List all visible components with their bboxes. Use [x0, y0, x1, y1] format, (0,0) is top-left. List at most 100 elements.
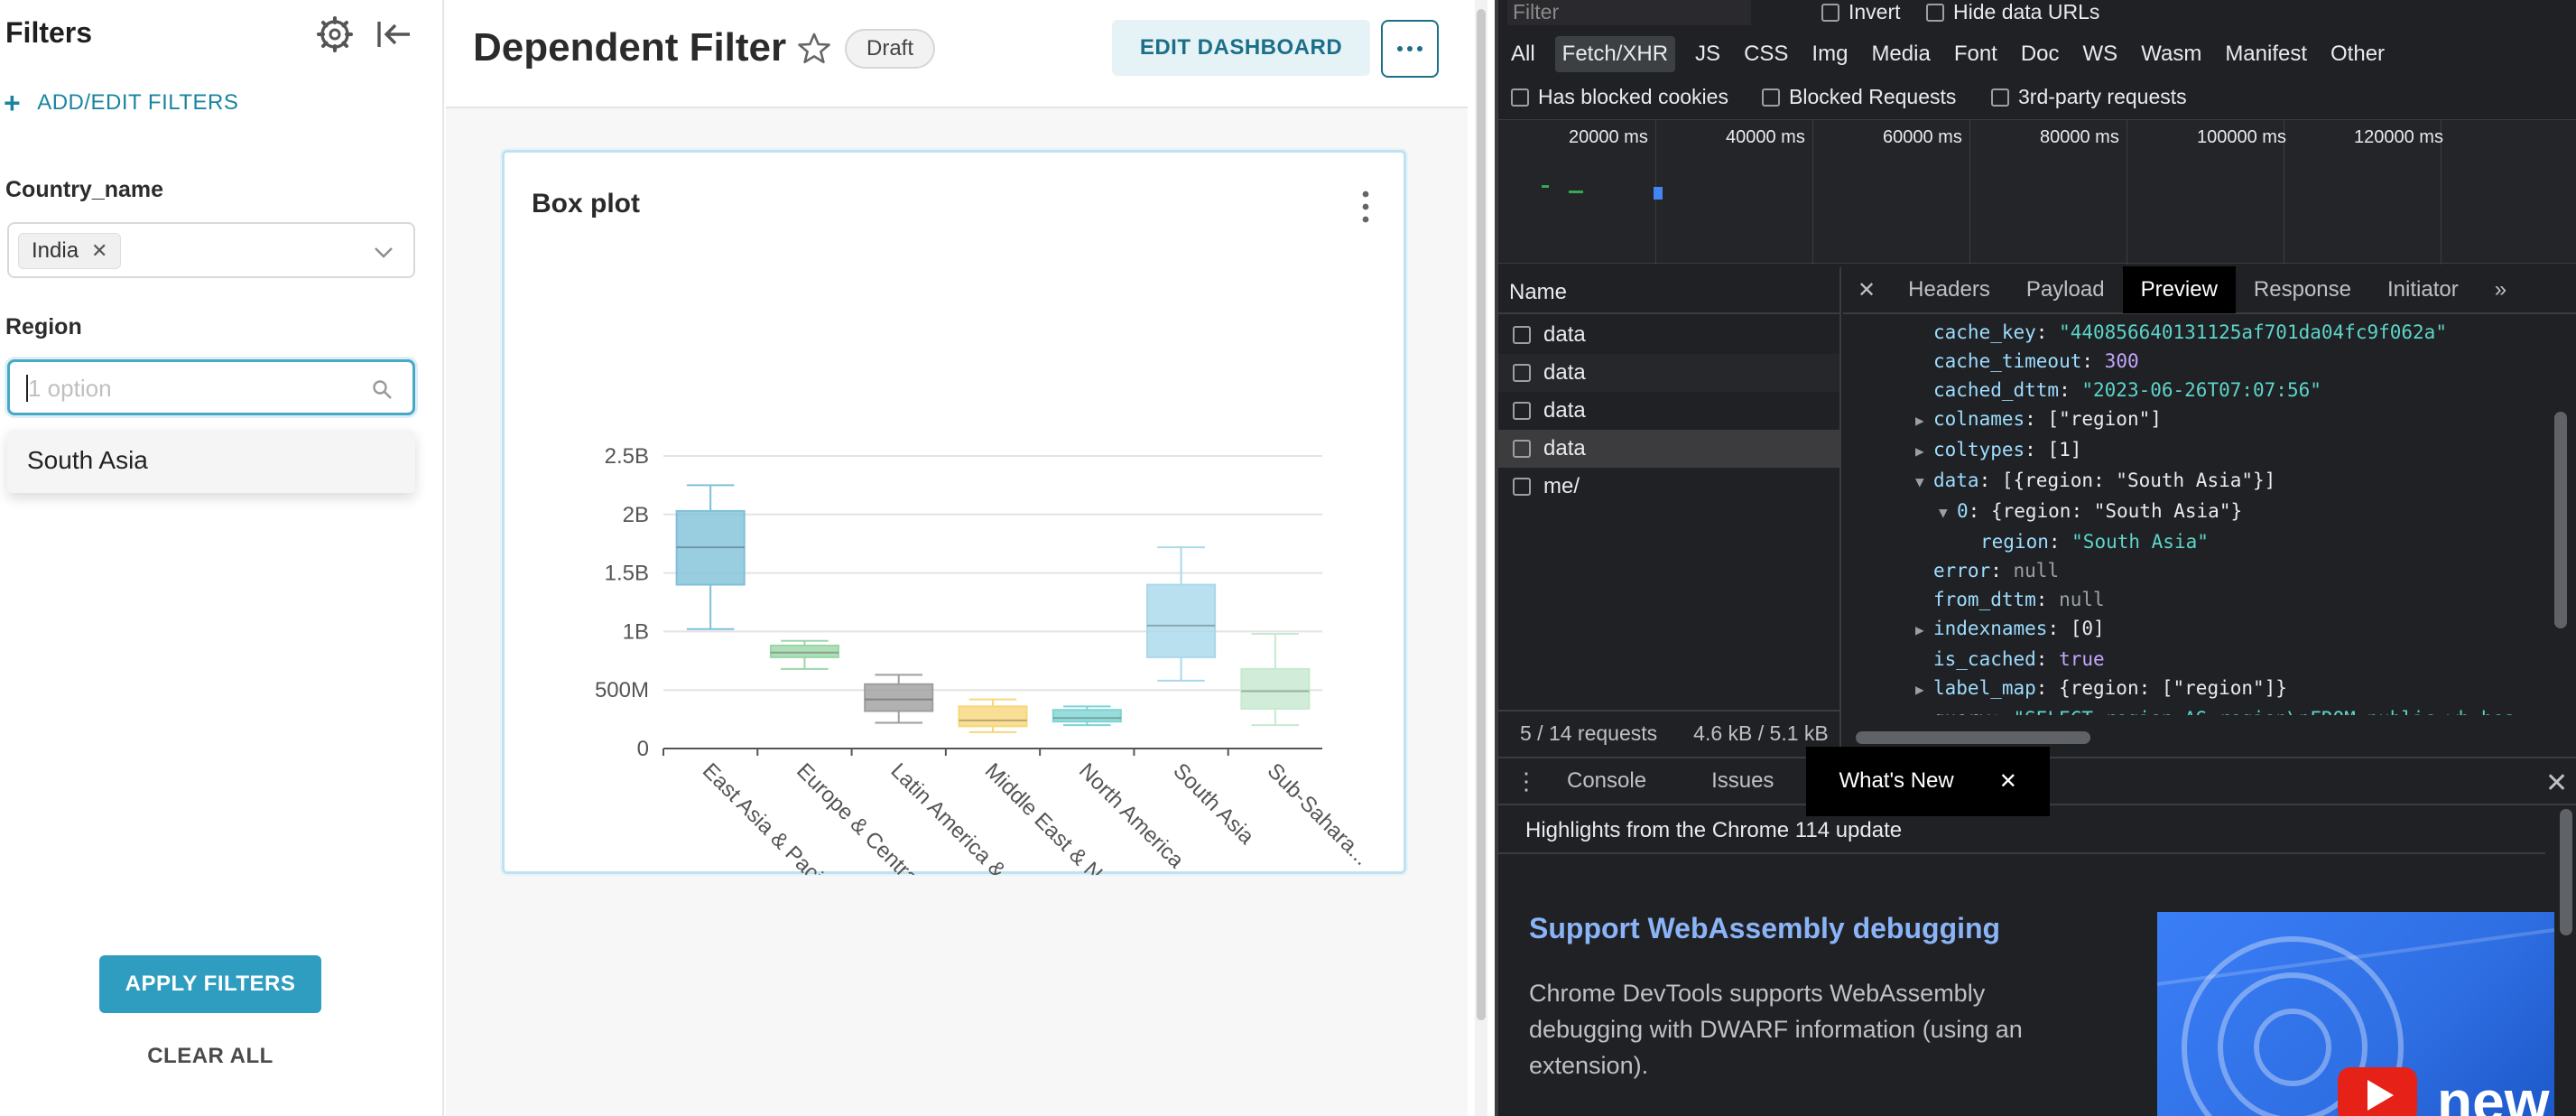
more-options-button[interactable] — [1381, 20, 1439, 78]
request-summary: 5 / 14 requests 4.6 kB / 5.1 kB — [1498, 710, 1839, 755]
box-0[interactable] — [675, 484, 746, 630]
country-select[interactable]: India ✕ — [7, 222, 415, 278]
type-tab[interactable]: Other — [2330, 42, 2386, 66]
plus-icon: + — [4, 87, 22, 119]
status-badge[interactable]: Draft — [845, 29, 936, 69]
box-6[interactable] — [1240, 632, 1311, 727]
expand-closed-icon[interactable]: ▶ — [1915, 681, 1924, 698]
timeline-tick: 40000 ms — [1726, 127, 1805, 147]
box-1[interactable] — [769, 639, 839, 670]
name-column-header[interactable]: Name — [1498, 267, 1839, 314]
close-tab-icon[interactable]: ✕ — [1998, 768, 2017, 794]
request-row[interactable]: data — [1498, 354, 1839, 392]
type-tab[interactable]: All — [1511, 42, 1535, 66]
clear-all-button[interactable]: CLEAR ALL — [147, 1044, 273, 1068]
close-drawer-icon[interactable]: ✕ — [2545, 768, 2569, 798]
dropdown-option[interactable]: South Asia — [7, 430, 415, 493]
type-tab[interactable]: CSS — [1744, 42, 1789, 66]
box-2[interactable] — [864, 674, 934, 724]
star-icon[interactable] — [796, 31, 832, 67]
type-tab[interactable]: Doc — [2020, 42, 2060, 66]
region-filter-label: Region — [5, 314, 82, 339]
region-search-input[interactable]: 1 option — [7, 359, 415, 415]
type-tab[interactable]: WS — [2082, 42, 2118, 66]
chrome-rings-graphic: new — [2157, 928, 2554, 1116]
network-filter-input[interactable]: Filter — [1507, 0, 1751, 25]
type-tab[interactable]: Img — [1812, 42, 1849, 66]
x-tick-label: Sub-Sahara... — [1263, 758, 1375, 870]
json-value: true — [2059, 648, 2105, 670]
request-row[interactable]: me/ — [1498, 468, 1839, 506]
request-name: data — [1543, 322, 1586, 347]
request-details: ✕ Headers Payload Preview Response Initiator »… — [1843, 266, 2576, 755]
more-tabs-icon[interactable]: » — [2494, 277, 2507, 302]
json-value: [{region: "South Asia"}] — [2001, 470, 2276, 491]
expand-closed-icon[interactable]: ▶ — [1915, 412, 1924, 429]
dashboard-scrollbar[interactable] — [1475, 0, 1487, 1116]
expand-closed-icon[interactable]: ▶ — [1915, 442, 1924, 460]
type-tab[interactable]: Media — [1871, 42, 1931, 66]
timeline-tick: 120000 ms — [2354, 127, 2443, 147]
request-row[interactable]: data — [1498, 316, 1839, 354]
apply-filters-button[interactable]: APPLY FILTERS — [99, 955, 321, 1013]
horizontal-scrollbar[interactable] — [1856, 731, 2090, 744]
type-tab[interactable]: Manifest — [2225, 42, 2308, 66]
request-name: me/ — [1543, 474, 1580, 498]
third-party-checkbox[interactable]: 3rd-party requests — [1991, 85, 2187, 109]
box-3[interactable] — [958, 698, 1028, 733]
json-key: data — [1933, 470, 1979, 491]
hide-data-urls-checkbox[interactable]: Hide data URLs — [1926, 0, 2099, 24]
add-edit-filters-button[interactable]: + ADD/EDIT FILTERS — [4, 88, 238, 117]
type-tab[interactable]: JS — [1695, 42, 1721, 66]
collapse-panel-icon[interactable] — [372, 14, 417, 54]
close-details-icon[interactable]: ✕ — [1858, 277, 1876, 302]
checkbox-icon — [1926, 3, 1944, 22]
request-row[interactable]: data — [1498, 392, 1839, 430]
details-tab[interactable]: Response — [2253, 277, 2351, 302]
expand-open-icon[interactable]: ▼ — [1939, 504, 1948, 521]
chart-menu-icon[interactable] — [1357, 189, 1375, 225]
drawer-tab[interactable]: Console — [1534, 758, 1679, 804]
whats-new-video-thumbnail[interactable]: new — [2157, 912, 2554, 1116]
check-label: 3rd-party requests — [2018, 85, 2187, 108]
dashboard-area: Dependent Filter Draft EDIT DASHBOARD Bo… — [446, 0, 1487, 1116]
drawer-tab[interactable]: Issues — [1679, 758, 1806, 804]
type-tab[interactable]: Fetch/XHR — [1554, 36, 1676, 72]
json-key: cached_dttm — [1933, 379, 2060, 401]
whats-new-title[interactable]: Support WebAssembly debugging — [1529, 912, 2001, 944]
box-4[interactable] — [1052, 705, 1122, 727]
box-5[interactable] — [1146, 546, 1217, 682]
text-cursor — [26, 375, 28, 402]
box-body — [675, 509, 746, 586]
expand-open-icon[interactable]: ▼ — [1915, 473, 1924, 490]
json-key: query — [1933, 708, 1990, 715]
y-tick-label: 500M — [595, 678, 649, 702]
add-edit-filters-label: ADD/EDIT FILTERS — [37, 90, 239, 115]
details-tab[interactable]: Initiator — [2387, 277, 2459, 302]
request-row[interactable]: data — [1498, 430, 1839, 468]
gear-icon[interactable] — [312, 14, 357, 54]
blocked-cookies-checkbox[interactable]: Has blocked cookies — [1511, 85, 1728, 109]
scrollbar-thumb[interactable] — [1477, 9, 1486, 1020]
type-tab[interactable]: Font — [1953, 42, 1997, 66]
drawer-tab[interactable]: What's New ✕ — [1806, 746, 2050, 816]
drawer-menu-icon[interactable]: ⋮ — [1515, 767, 1538, 795]
drawer-scrollbar[interactable] — [2560, 809, 2572, 935]
devtools-resize-handle[interactable] — [1495, 0, 1498, 1116]
details-tab[interactable]: Preview — [2122, 266, 2236, 313]
network-timeline[interactable]: 20000 ms 40000 ms 60000 ms 80000 ms 100000 m… — [1498, 119, 2576, 265]
json-preview: cache_key: "440856640131125af701da04fc9f… — [1843, 318, 2556, 715]
details-tab[interactable]: Payload — [2025, 277, 2105, 302]
details-tab[interactable]: Headers — [1908, 277, 1990, 302]
edit-dashboard-button[interactable]: EDIT DASHBOARD — [1112, 20, 1370, 76]
type-tab[interactable]: Wasm — [2141, 42, 2202, 66]
timeline-tick: 20000 ms — [1569, 127, 1648, 147]
invert-checkbox[interactable]: Invert — [1821, 0, 1901, 24]
timeline-gridline — [1812, 120, 1813, 265]
json-line: region: "South Asia" — [1980, 531, 2209, 553]
blocked-requests-checkbox[interactable]: Blocked Requests — [1762, 85, 1956, 109]
vertical-scrollbar[interactable] — [2554, 412, 2567, 628]
remove-tag-icon[interactable]: ✕ — [91, 239, 108, 262]
expand-closed-icon[interactable]: ▶ — [1915, 621, 1924, 638]
request-list: Name data data data data me/ 5 / 14 requests… — [1498, 267, 1841, 755]
